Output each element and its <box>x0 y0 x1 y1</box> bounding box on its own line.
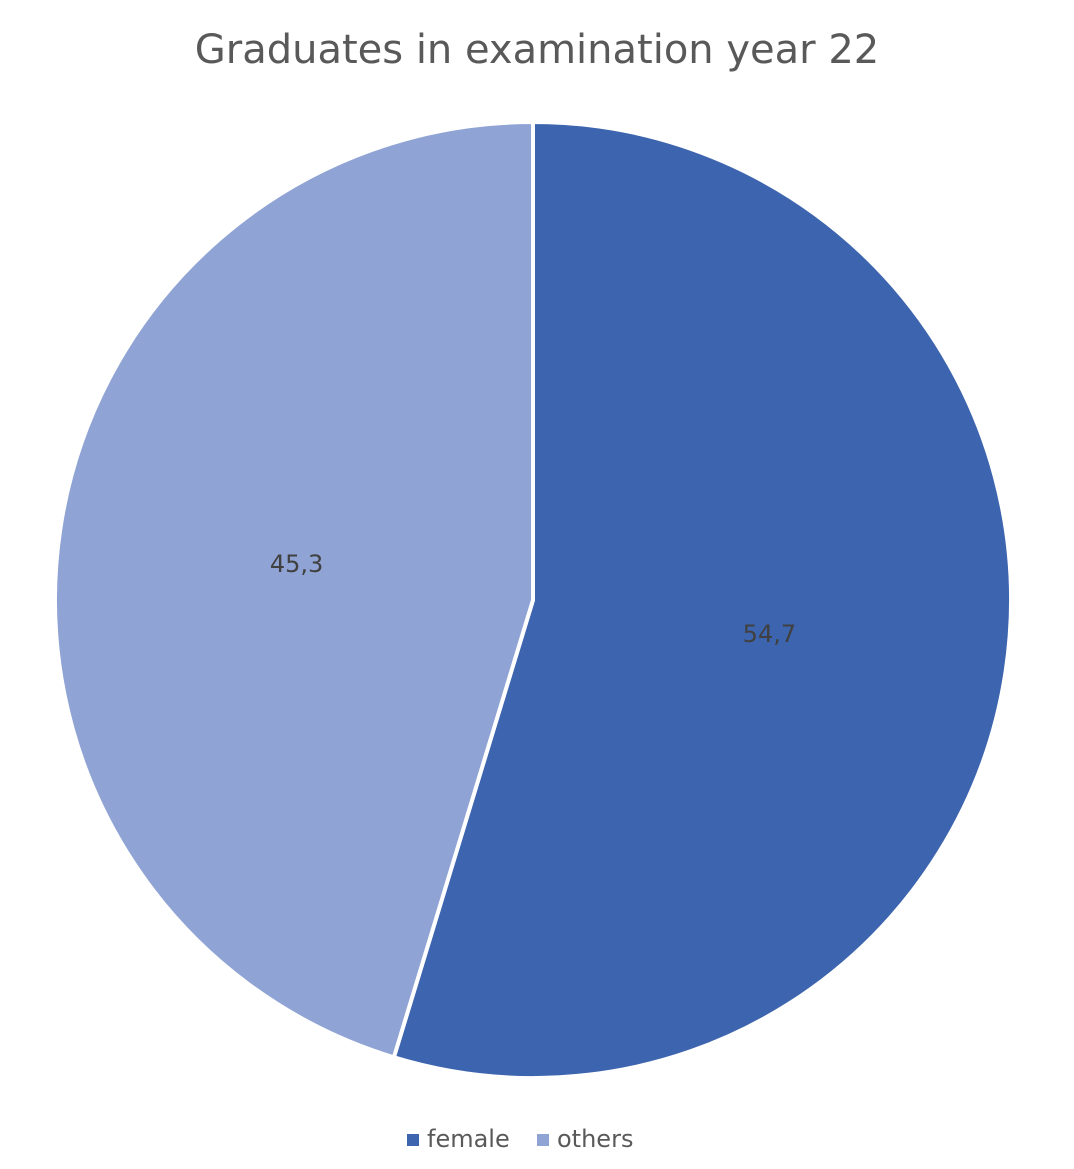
chart-title: Graduates in examination year 22 <box>195 27 879 73</box>
pie-slice <box>391 120 1013 1080</box>
legend-label: others <box>557 1125 633 1153</box>
data-label: 54,7 <box>743 620 796 648</box>
legend-label: female <box>427 1125 510 1153</box>
legend-swatch <box>537 1134 549 1146</box>
data-label: 45,3 <box>270 550 323 578</box>
pie-slice <box>53 120 535 1060</box>
legend-swatch <box>407 1134 419 1146</box>
